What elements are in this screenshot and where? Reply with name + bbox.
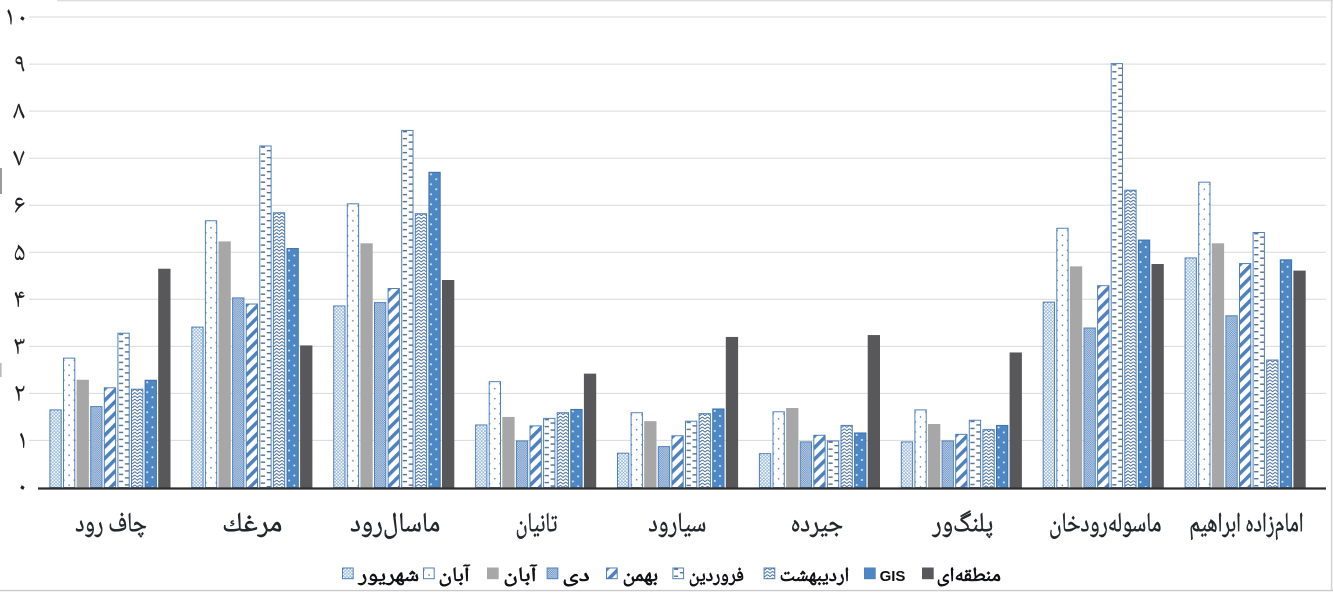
- svg-text:GIS: GIS: [880, 568, 906, 585]
